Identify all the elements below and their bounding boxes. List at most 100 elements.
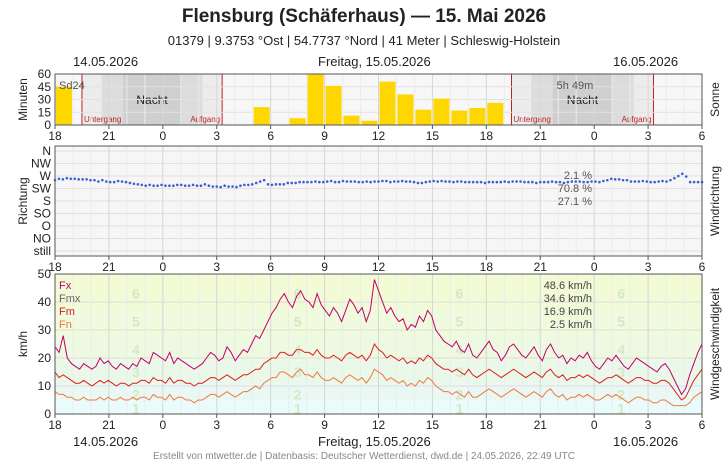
- dir-point: [400, 179, 404, 183]
- wind-ytick-label: 20: [38, 351, 52, 365]
- dir-point: [456, 180, 459, 183]
- wind-ytick-label: 50: [38, 267, 52, 281]
- dir-point: [310, 180, 313, 184]
- dir-ytick-label: O: [42, 219, 51, 233]
- dir-point: [637, 180, 641, 183]
- bft-label: 6: [617, 286, 625, 302]
- dir-point: [665, 180, 668, 183]
- dir-point: [207, 184, 211, 188]
- dir-point: [199, 184, 203, 188]
- wind-series-fx: [54, 279, 703, 396]
- dir-point: [669, 178, 672, 182]
- dir-point: [538, 180, 542, 184]
- dir-point: [448, 180, 451, 183]
- dir-point: [211, 185, 215, 188]
- dir-point: [203, 183, 207, 186]
- wind-xtick-label: 15: [426, 418, 440, 432]
- sunrise-label: Aufgang: [622, 115, 652, 124]
- wind-xtick-label: 9: [321, 418, 328, 432]
- dir-point: [270, 183, 274, 187]
- dir-xtick-label: 18: [480, 260, 494, 274]
- wind-legend-fmx: Fmx: [59, 293, 81, 305]
- dir-point: [609, 177, 613, 181]
- dir-point: [412, 180, 416, 184]
- wind-legend-fm: Fm: [59, 306, 75, 318]
- sun-bar: [253, 107, 270, 125]
- wind-max-fm: 16.9 km/h: [544, 306, 592, 318]
- dir-xtick-label: 0: [591, 260, 598, 274]
- sun-bar: [289, 118, 306, 125]
- dir-ytick-label: S: [43, 194, 51, 208]
- sun-ytick-label: 30: [38, 93, 52, 107]
- dir-point: [373, 180, 376, 183]
- dir-point: [440, 179, 443, 183]
- dir-point: [341, 179, 345, 183]
- dir-point: [570, 180, 574, 183]
- dir-point: [258, 180, 262, 183]
- dir-point: [550, 180, 554, 183]
- sun-xtick-label: 6: [699, 129, 706, 143]
- dir-point: [613, 178, 617, 181]
- dir-xtick-label: 6: [699, 260, 706, 274]
- dir-point: [112, 180, 116, 184]
- dir-point: [432, 179, 436, 183]
- wind-xtick-label: 18: [48, 418, 62, 432]
- dir-point: [515, 180, 518, 183]
- bft-label: 1: [294, 400, 302, 416]
- sun-bar: [343, 115, 360, 125]
- date-center-bottom: Freitag, 15.05.2026: [318, 434, 431, 449]
- dir-point: [65, 176, 69, 180]
- bft-label: 2: [455, 386, 463, 402]
- dir-point: [633, 180, 637, 183]
- dir-point: [57, 177, 61, 181]
- dir-point: [73, 177, 77, 181]
- sun-bar: [451, 110, 468, 125]
- date-center-top: Freitag, 15.05.2026: [318, 54, 431, 69]
- dir-point: [392, 180, 396, 183]
- bft-label: 4: [132, 342, 140, 358]
- dir-point: [479, 180, 483, 184]
- dir-point: [191, 183, 195, 187]
- dir-point: [223, 184, 226, 188]
- dir-point: [452, 180, 455, 184]
- bft-label: 4: [617, 342, 625, 358]
- wind-ytick-label: 30: [38, 323, 52, 337]
- sun-bar: [487, 102, 504, 125]
- dir-point: [239, 184, 242, 188]
- dir-point: [688, 180, 692, 184]
- dir-stat-label: 70.8 %: [558, 183, 592, 195]
- dir-point: [460, 180, 463, 183]
- dir-point: [235, 185, 238, 189]
- date-right-bottom: 16.05.2026: [613, 434, 679, 449]
- station-info: 01379 | 9.3753 °Ost | 54.7737 °Nord | 41…: [167, 33, 561, 48]
- dir-point: [436, 180, 439, 183]
- dir-point: [298, 180, 301, 184]
- dir-point: [104, 180, 108, 183]
- bft-label: 1: [132, 400, 140, 416]
- dir-point: [306, 180, 309, 184]
- dir-point: [389, 180, 392, 184]
- dir-point: [227, 185, 230, 188]
- bft-label: 3: [294, 364, 302, 380]
- bft-label: 4: [455, 342, 463, 358]
- dir-point: [187, 184, 191, 188]
- dir-point: [641, 179, 645, 183]
- dir-ytick-label: W: [40, 169, 52, 183]
- dir-point: [381, 179, 384, 183]
- dir-point: [302, 180, 305, 184]
- wind-series-fm: [54, 342, 703, 401]
- dir-point: [250, 183, 254, 186]
- dir-point: [495, 180, 499, 184]
- wind-ytick-label: 40: [38, 295, 52, 309]
- footer-credit: Erstellt von mtwetter.de | Datenbasis: D…: [153, 451, 575, 462]
- sun-ylabel: Minuten: [16, 78, 30, 121]
- dir-point: [108, 180, 112, 184]
- bft-label: 6: [455, 286, 463, 302]
- dir-point: [542, 180, 546, 184]
- dir-point: [116, 179, 120, 183]
- dir-point: [562, 181, 566, 185]
- dir-point: [684, 175, 688, 178]
- sun-xtick-label: 18: [480, 129, 494, 143]
- dir-ytick-label: still: [34, 244, 51, 258]
- dir-point: [696, 180, 700, 184]
